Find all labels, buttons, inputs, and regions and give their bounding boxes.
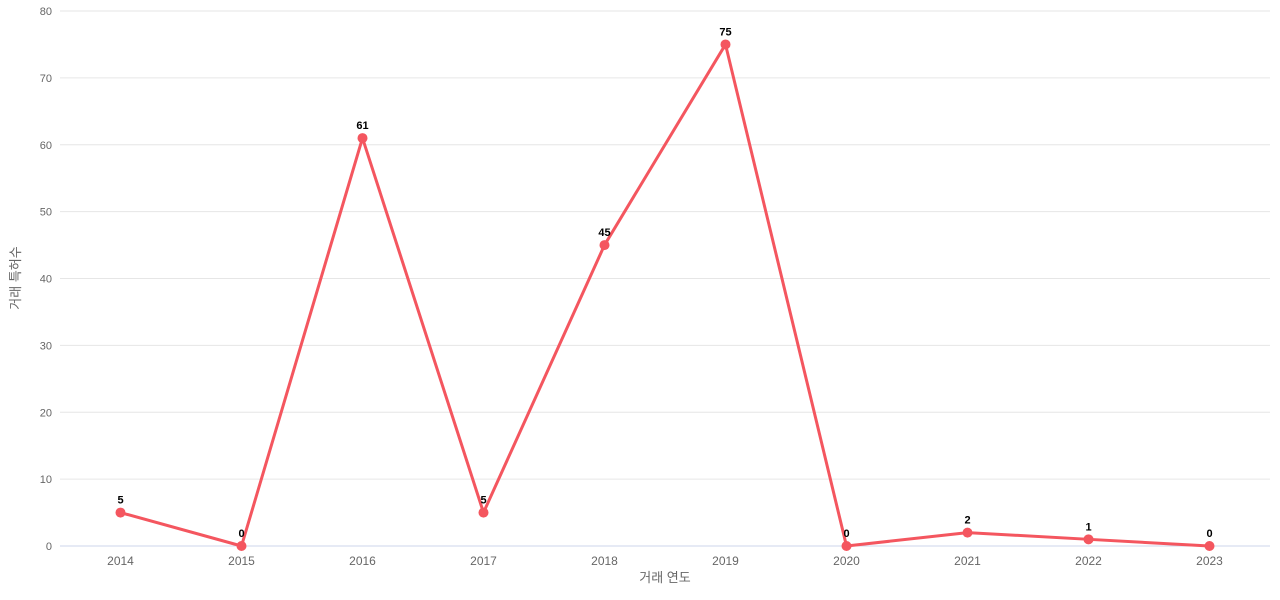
y-axis-title: 거래 특허수	[8, 246, 23, 309]
data-point[interactable]	[236, 541, 247, 551]
y-tick-label: 80	[40, 6, 52, 18]
data-label: 0	[1206, 528, 1212, 540]
y-tick-label: 20	[40, 407, 52, 419]
x-tick-label: 2014	[107, 554, 134, 568]
data-point[interactable]	[478, 507, 489, 518]
data-point[interactable]	[720, 39, 731, 50]
x-tick-label: 2023	[1196, 554, 1223, 568]
label-layer: 5 0 61 5 45 75 0 2 1 0	[117, 26, 1212, 540]
x-tick-label: 2015	[228, 554, 255, 568]
data-label: 0	[238, 528, 244, 540]
data-point[interactable]	[1083, 534, 1094, 545]
data-label: 45	[598, 227, 610, 239]
data-label: 2	[964, 515, 970, 527]
x-tick-label: 2022	[1075, 554, 1102, 568]
y-tick-label: 70	[40, 73, 52, 85]
data-label: 5	[480, 495, 486, 507]
data-point[interactable]	[962, 527, 973, 538]
data-point[interactable]	[115, 507, 126, 518]
y-tick-label: 30	[40, 340, 52, 352]
y-tick-label: 10	[40, 474, 52, 486]
series-line	[119, 42, 1211, 548]
x-tick-label: 2019	[712, 554, 739, 568]
x-tick-label: 2016	[349, 554, 376, 568]
x-tick-label: 2018	[591, 554, 618, 568]
y-tick-label: 50	[40, 207, 52, 219]
data-label: 61	[356, 120, 368, 132]
x-tick-label: 2020	[833, 554, 860, 568]
data-point[interactable]	[599, 240, 610, 251]
data-point[interactable]	[357, 133, 368, 144]
data-label: 5	[117, 495, 123, 507]
y-tick-label: 60	[40, 140, 52, 152]
y-tick-label: 40	[40, 274, 52, 286]
data-point[interactable]	[841, 541, 852, 551]
x-axis-title: 거래 연도	[639, 570, 690, 585]
data-label: 0	[843, 528, 849, 540]
x-tick-label: 2021	[954, 554, 981, 568]
series-layer	[115, 39, 1215, 551]
y-tick-label: 0	[46, 541, 52, 553]
data-point[interactable]	[1204, 541, 1215, 551]
x-tick-label: 2017	[470, 554, 497, 568]
data-label: 75	[719, 26, 731, 38]
data-label: 1	[1085, 521, 1091, 533]
